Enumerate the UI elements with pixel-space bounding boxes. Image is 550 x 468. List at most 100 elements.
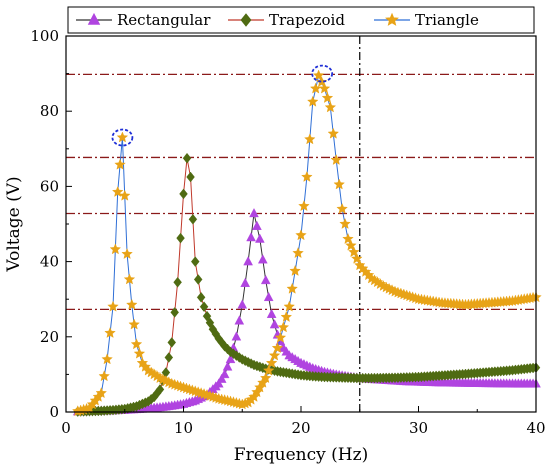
data-point [222, 361, 233, 371]
data-point [249, 208, 259, 218]
legend-entry-trapezoid: Trapezoid [228, 11, 345, 29]
data-point [318, 82, 331, 94]
data-point [271, 342, 284, 353]
data-point [193, 274, 203, 285]
data-point [266, 308, 277, 318]
data-point [170, 307, 179, 318]
data-point [252, 220, 262, 230]
data-point [126, 298, 138, 310]
data-point [274, 331, 287, 343]
data-point [114, 158, 126, 170]
data-point [98, 370, 110, 382]
data-point [121, 248, 133, 259]
data-point [199, 301, 209, 313]
y-tick-label: 20 [40, 328, 59, 346]
legend: Rectangular Trapezoid Triangle [67, 6, 535, 34]
data-point [186, 171, 195, 183]
data-point [237, 299, 248, 309]
series-rectangular [72, 208, 541, 416]
data-point [182, 152, 192, 164]
reference-lines [66, 36, 536, 412]
data-point [104, 327, 116, 338]
data-point [243, 256, 253, 266]
legend-entry-rectangular: Rectangular [76, 11, 211, 29]
y-tick-label: 60 [40, 177, 59, 195]
data-point [179, 188, 188, 200]
data-point [333, 178, 345, 190]
y-axis-title: Voltage (V) [4, 176, 24, 272]
x-tick-label: 40 [526, 419, 545, 437]
data-point [116, 131, 129, 143]
data-point [213, 378, 224, 388]
y-tick-label: 80 [40, 102, 59, 120]
data-point [176, 232, 185, 244]
data-point [277, 321, 290, 333]
data-point [283, 300, 295, 312]
legend-label: Rectangular [117, 11, 211, 29]
x-tick-label: 10 [174, 419, 193, 437]
data-point [269, 319, 280, 329]
series-triangle [72, 69, 542, 417]
data-point [324, 101, 337, 113]
data-point [216, 373, 227, 383]
data-point [219, 368, 230, 379]
data-point [190, 256, 200, 267]
data-point [240, 277, 251, 287]
data-point [101, 353, 113, 365]
data-point [255, 233, 265, 243]
data-point [246, 232, 256, 242]
data-point [130, 338, 143, 350]
x-tick-label: 20 [291, 419, 310, 437]
y-tick-label: 0 [49, 403, 59, 421]
data-point [295, 229, 307, 241]
data-point [123, 273, 136, 285]
data-point [188, 213, 198, 225]
data-point [304, 133, 316, 145]
data-point [321, 92, 334, 103]
data-point [107, 300, 119, 312]
x-tick-label: 0 [61, 419, 71, 437]
data-point [164, 352, 174, 363]
data-point [260, 372, 272, 384]
data-point [339, 217, 351, 229]
legend-entry-triangle: Triangle [374, 11, 479, 29]
y-tick-label: 100 [30, 27, 59, 45]
x-tick-label: 30 [409, 419, 428, 437]
data-point [225, 353, 236, 364]
legend-marker [385, 12, 399, 26]
data-point [231, 331, 242, 341]
data-point [307, 95, 319, 107]
data-point [298, 200, 310, 212]
data-point [234, 315, 245, 325]
data-point [292, 247, 304, 259]
data-point [260, 274, 271, 285]
data-point [119, 189, 131, 201]
legend-marker [240, 13, 252, 27]
data-point [196, 291, 206, 303]
legend-marker [87, 12, 101, 25]
data-point [280, 311, 293, 322]
legend-label: Trapezoid [269, 11, 345, 29]
data-point [330, 154, 342, 165]
data-point [289, 264, 301, 276]
peak-highlight-circle [111, 128, 134, 147]
legend-box [67, 6, 535, 34]
peak-highlight-circle [311, 64, 334, 83]
plot-frame [65, 35, 537, 413]
series-trapezoid [73, 152, 541, 417]
series-plot-area [72, 64, 542, 417]
y-tick-label: 40 [40, 253, 59, 271]
legend-label: Triangle [415, 11, 479, 29]
data-point [173, 276, 182, 288]
axes: 0 10 20 30 40 0 20 40 60 80 100 [30, 27, 545, 437]
data-point [128, 318, 140, 330]
data-point [133, 347, 146, 359]
data-point [286, 282, 298, 294]
data-point [109, 243, 122, 255]
data-point [262, 364, 275, 376]
data-point [268, 349, 281, 361]
data-point [336, 202, 348, 214]
data-point [257, 254, 268, 264]
data-point [167, 337, 177, 348]
